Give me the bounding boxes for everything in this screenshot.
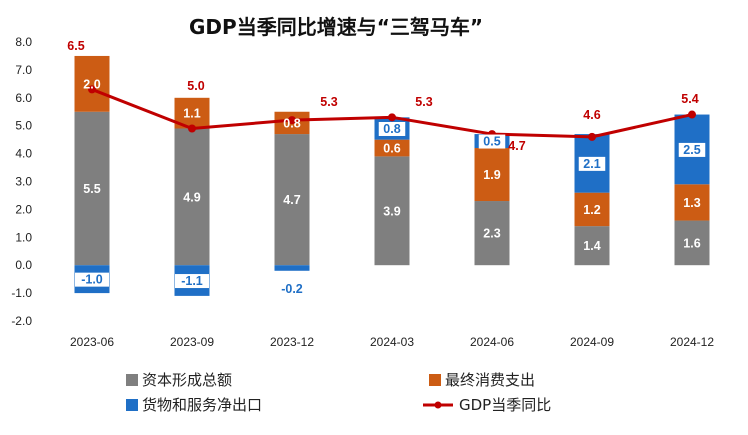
y-tick-label: 5.0 [15,119,32,133]
consumption-label: 0.8 [283,116,300,130]
bar-layer [74,55,710,296]
capital-formation-bar [374,156,410,266]
x-tick-label: 2023-09 [170,335,214,349]
y-tick-label: 6.0 [15,91,32,105]
y-tick-label: 0.0 [15,258,32,272]
net-exports-bar [274,265,310,271]
capital-formation-label: 3.9 [383,204,400,218]
net-exports-label-bg [175,274,209,289]
x-tick-label: 2024-09 [570,335,614,349]
consumption-bar [674,184,710,221]
capital-formation-label: 4.9 [183,190,200,204]
x-tick-label: 2023-06 [70,335,114,349]
gdp-value-label: 4.6 [583,108,600,122]
y-tick-label: -2.0 [11,314,32,328]
net-exports-label-bg [75,272,109,287]
x-tick-label: 2024-03 [370,335,414,349]
consumption-label: 1.2 [583,203,600,217]
consumption-bar [474,148,510,202]
capital-formation-bar [574,226,610,266]
y-tick-label: 8.0 [15,35,32,49]
consumption-label: 1.9 [483,168,500,182]
net-exports-label: -0.2 [281,282,303,296]
net-exports-label: 2.5 [683,143,700,157]
gdp-value-label: 4.7 [508,139,525,153]
capital-formation-bar [74,111,110,266]
consumption-bar [374,139,410,157]
net-exports-label: 2.1 [583,157,600,171]
x-tick-label: 2024-12 [670,335,714,349]
capital-formation-label: 5.5 [83,182,100,196]
gdp-value-label: 5.4 [681,92,698,106]
data-label-layer: 5.5 2.0 -1.0 4.9 1.1 -1.1 4.7 0.8 -0.2 3.9 0.6 0.8 2… [67,39,706,296]
consumption-bar [574,192,610,227]
legend-swatch [126,399,138,411]
legend-swatch [126,374,138,386]
capital-formation-label: 2.3 [483,227,500,241]
gdp-line-point [688,110,696,119]
y-tick-label: -1.0 [11,286,32,300]
capital-formation-label: 4.7 [283,193,300,207]
y-tick-label: 7.0 [15,63,32,77]
gdp-line-point [188,124,196,133]
capital-formation-bar [174,128,210,266]
capital-formation-bar [274,134,310,266]
chart-title: GDP当季同比增速与“三驾马车” [189,15,483,39]
y-tick-label: 2.0 [15,202,32,216]
legend-label: 最终消费支出 [445,371,535,389]
x-tick-label: 2024-06 [470,335,514,349]
gdp-line-point [288,116,296,125]
consumption-label: 1.3 [683,196,700,210]
legend-label: GDP当季同比 [459,396,551,414]
gdp-line-layer [88,85,696,141]
capital-formation-label: 1.6 [683,236,700,250]
net-exports-label: -1.1 [181,274,203,288]
y-tick-label: 4.0 [15,147,32,161]
y-tick-label: 3.0 [15,175,32,189]
capital-formation-bar [674,220,710,266]
legend-label: 货物和服务净出口 [142,396,262,414]
net-exports-label: 0.8 [383,122,400,136]
y-axis: 8.0 7.0 6.0 5.0 4.0 3.0 2.0 1.0 0.0 -1.0 -2.0 [11,35,32,328]
y-tick-label: 1.0 [15,230,32,244]
consumption-label: 0.6 [383,142,400,156]
gdp-line-point [88,85,96,94]
net-exports-label: -1.0 [81,273,103,287]
capital-formation-bar [474,201,510,266]
x-tick-label: 2023-12 [270,335,314,349]
consumption-bar [74,55,110,112]
consumption-label: 1.1 [183,107,200,121]
gdp-value-label: 5.0 [187,79,204,93]
capital-formation-label: 1.4 [583,239,600,253]
x-axis: 2023-06 2023-09 2023-12 2024-03 2024-06 2024-… [70,335,714,349]
net-exports-label-bg [578,156,606,171]
gdp-value-label: 6.5 [67,39,84,53]
gdp-line-point [388,113,396,122]
consumption-label: 2.0 [83,77,100,91]
gdp-line-point [588,132,596,141]
net-exports-label-bg [378,121,406,136]
gdp-value-label: 5.3 [320,95,337,109]
legend-swatch [429,374,441,386]
legend-swatch-gdp-point [434,401,442,409]
gdp-value-label: 5.3 [415,95,432,109]
net-exports-label: 0.5 [483,135,500,149]
net-exports-label-bg [678,142,706,157]
net-exports-label-bg [478,134,506,149]
legend-label: 资本形成总额 [142,371,232,389]
